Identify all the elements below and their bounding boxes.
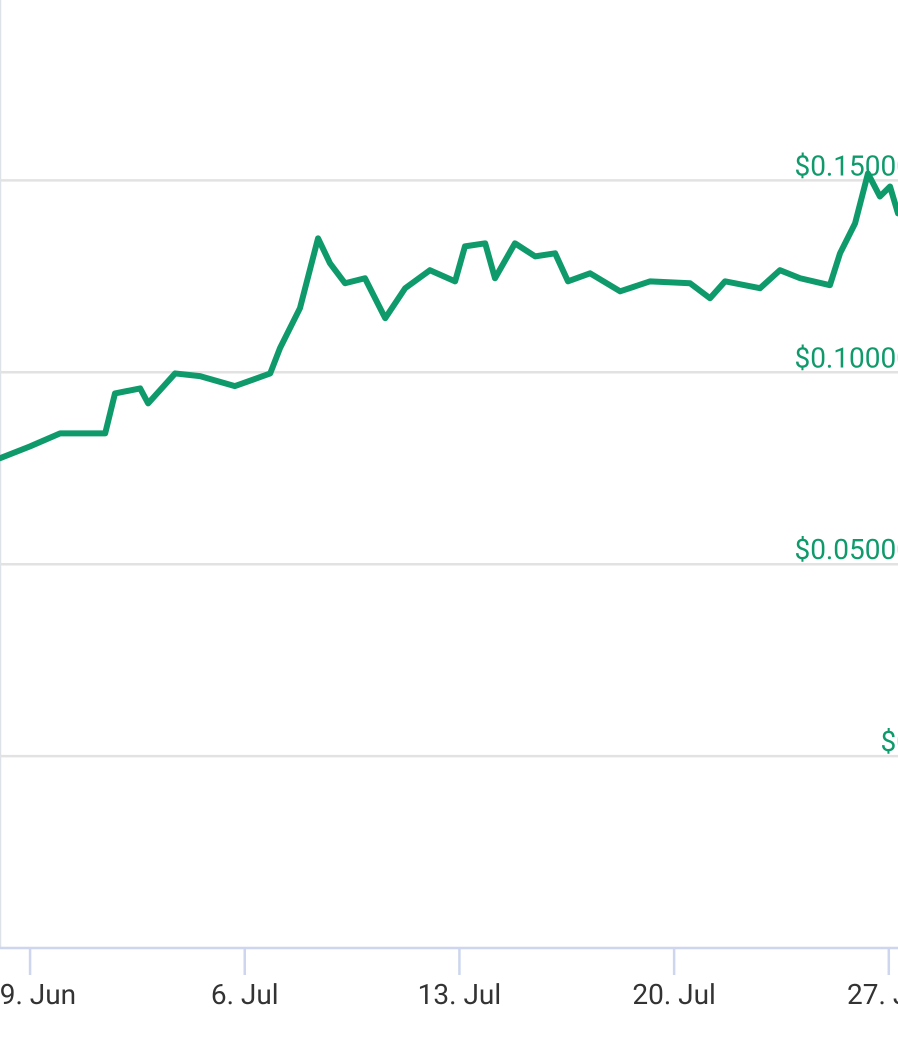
x-tick-label: 27. Jul <box>847 978 898 1011</box>
y-tick-label: $0.05000 <box>794 533 898 566</box>
x-tick-label: 20. Jul <box>632 978 716 1011</box>
y-tick-label: $0.10000 <box>794 341 898 374</box>
x-tick-label: 6. Jul <box>211 978 279 1011</box>
y-tick-label: $0.15000 <box>794 149 898 182</box>
x-tick-label: 29. Jun <box>0 978 76 1011</box>
x-tick-label: 13. Jul <box>418 978 502 1011</box>
y-tick-label: $0 <box>881 725 898 758</box>
price-line <box>0 170 898 462</box>
